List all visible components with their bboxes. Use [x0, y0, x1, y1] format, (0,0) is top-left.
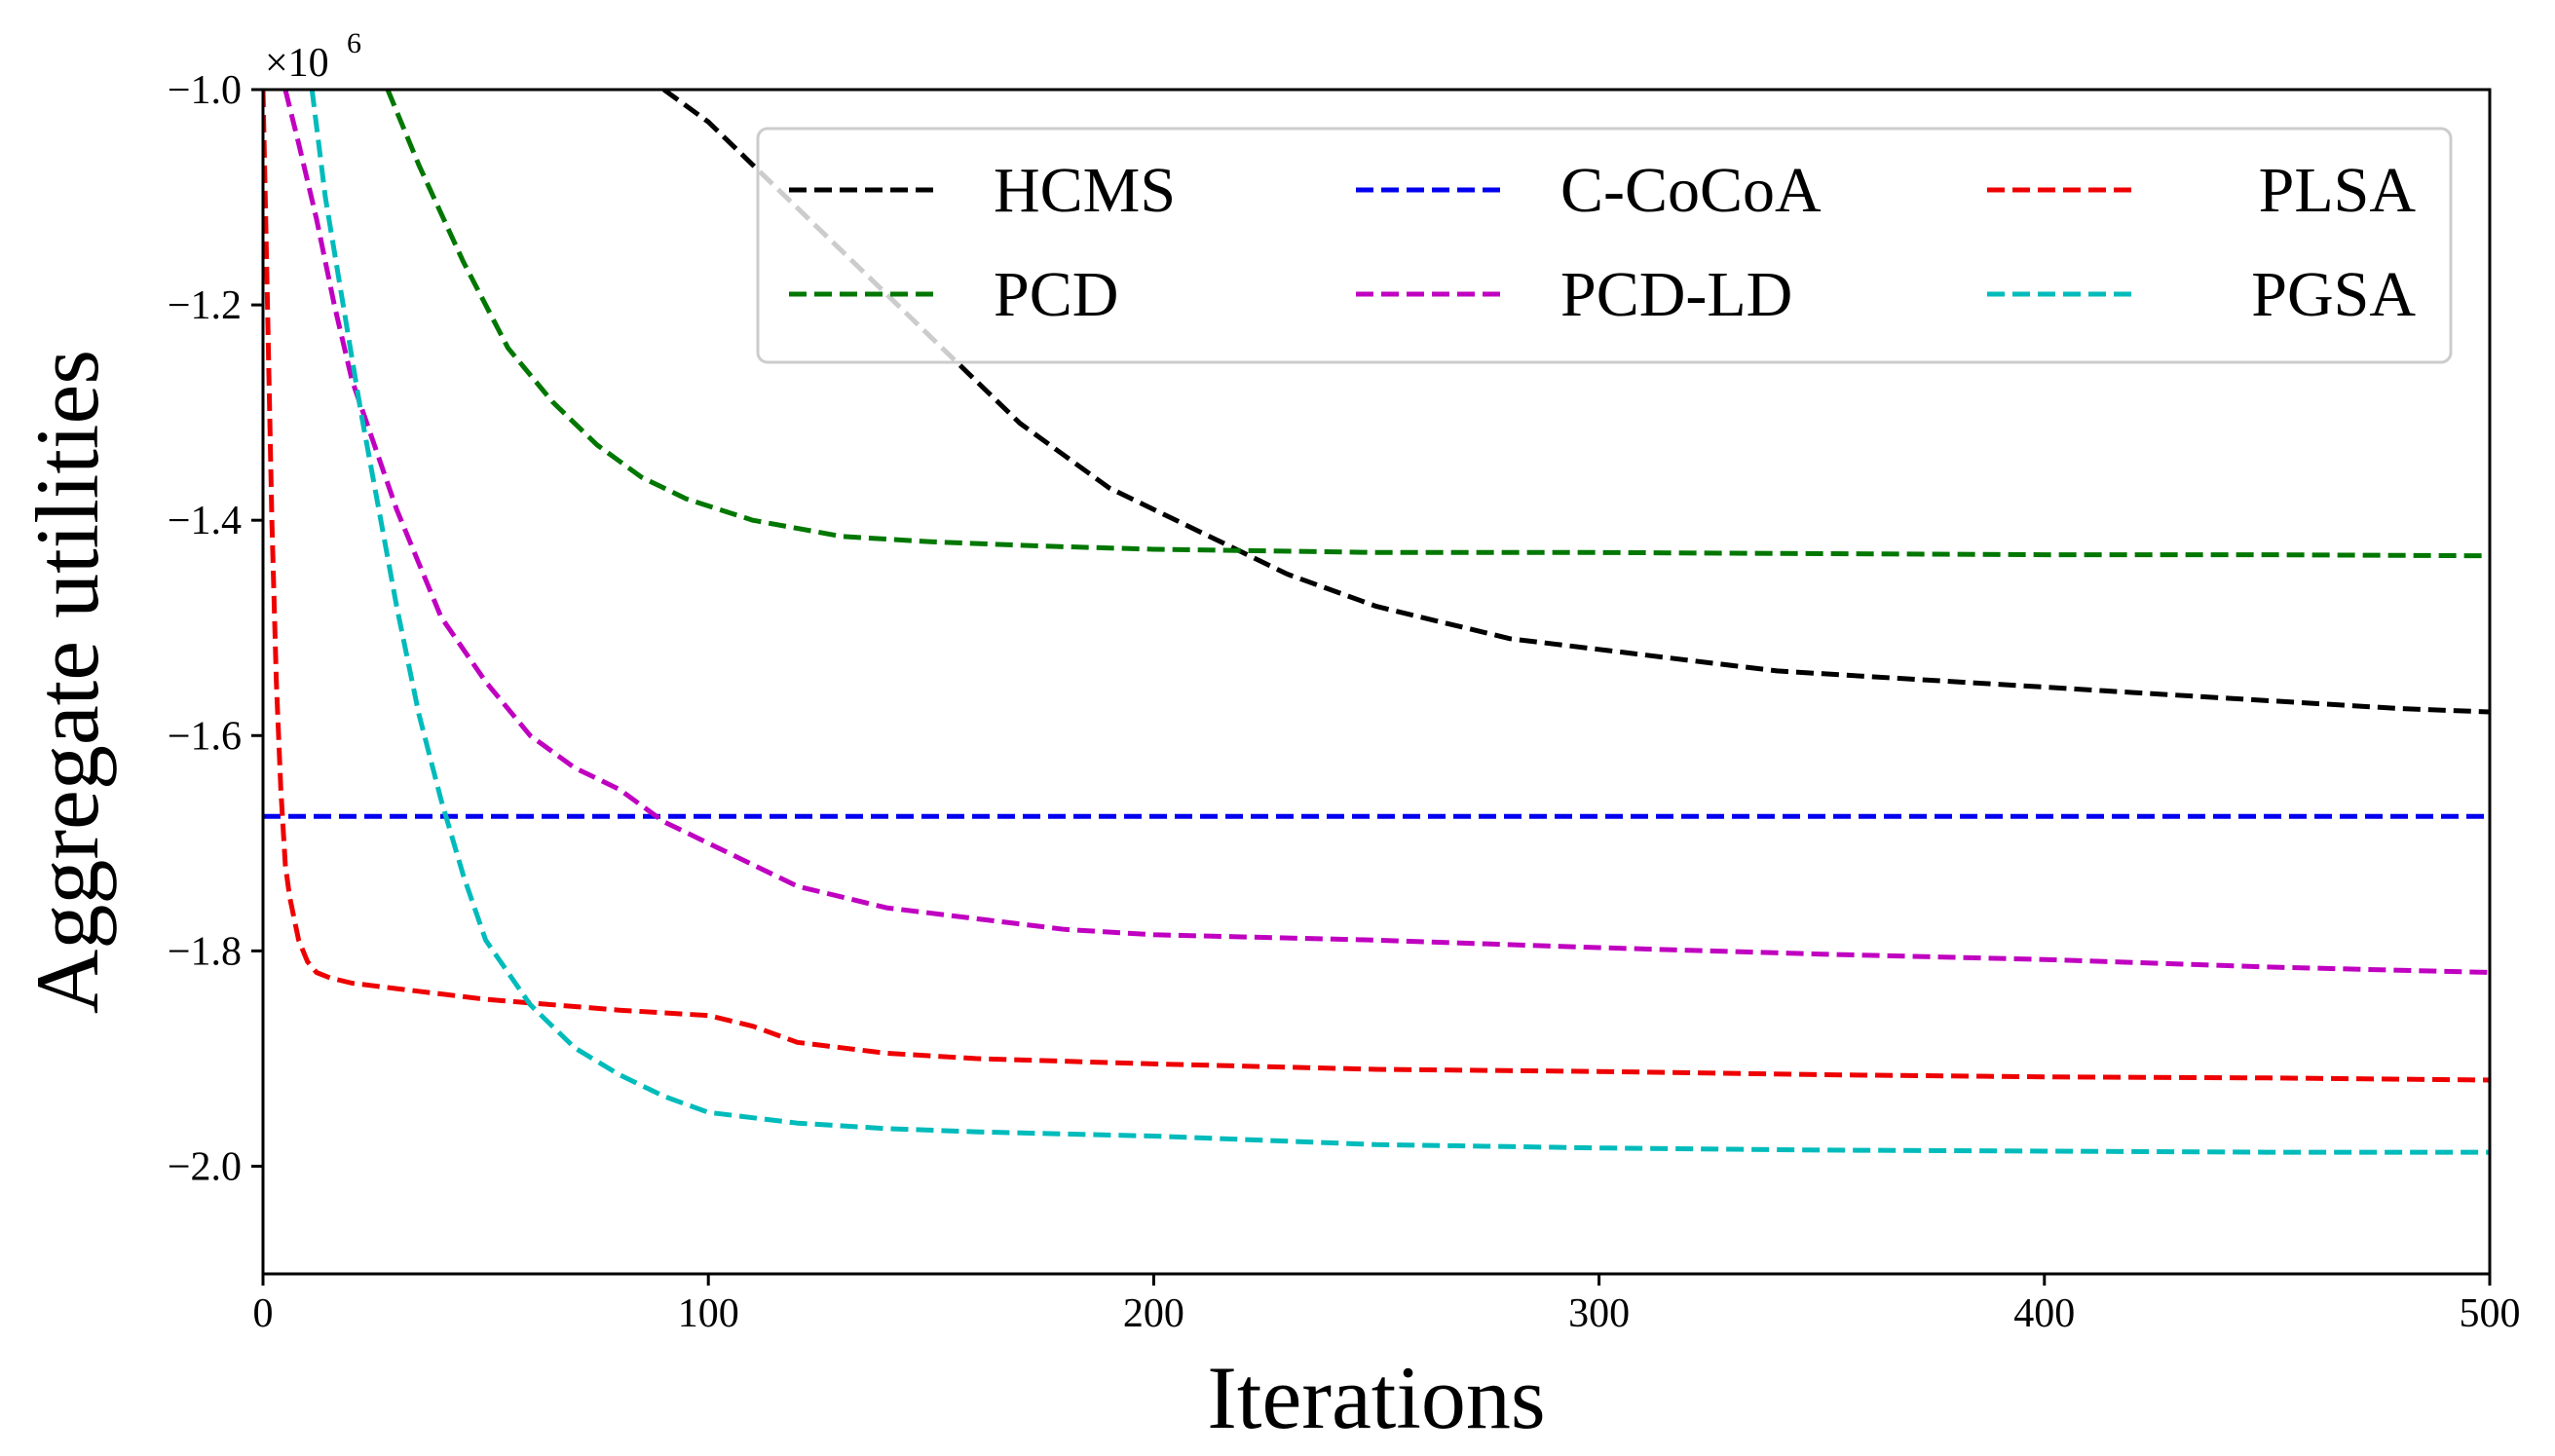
- y-axis: −2.0 −1.8 −1.6 −1.4 −1.2 −1.0: [168, 68, 263, 1189]
- y-tick-label: −1.2: [168, 283, 242, 328]
- legend-label-plsa: PLSA: [2259, 155, 2417, 226]
- plot-frame: [261, 88, 2492, 1276]
- legend-frame: [756, 127, 2453, 364]
- y-tick-label: −1.8: [168, 929, 242, 974]
- legend-label-pcd: PCD: [994, 259, 1118, 330]
- x-axis-title: Iterations: [1207, 1348, 1545, 1447]
- legend-label-pgsa: PGSA: [2251, 259, 2416, 330]
- x-tick-label: 0: [253, 1291, 274, 1336]
- series-line-plsa: [263, 90, 2490, 1083]
- x-axis: 0 100 200 300 400 500: [253, 1274, 2521, 1336]
- series-line-pcd: [385, 90, 2490, 559]
- y-tick-label: −2.0: [168, 1144, 242, 1189]
- legend: HCMS PCD C-CoCoA PCD-LD PLSA PGSA: [756, 127, 2453, 364]
- series-line-pgsa: [309, 90, 2490, 1155]
- legend-label-hcms: HCMS: [994, 155, 1176, 226]
- y-axis-title: Aggregate utilities: [18, 350, 117, 1014]
- x-tick-label: 500: [2460, 1291, 2521, 1336]
- y-tick-label: −1.6: [168, 714, 242, 759]
- y-exponent: 6: [347, 27, 361, 59]
- x-tick-label: 200: [1123, 1291, 1184, 1336]
- x-tick-label: 100: [678, 1291, 739, 1336]
- x-tick-label: 400: [2013, 1291, 2075, 1336]
- legend-label-pcd-ld: PCD-LD: [1560, 259, 1792, 330]
- x-tick-label: 300: [1568, 1291, 1630, 1336]
- y-tick-label: −1.4: [168, 499, 242, 543]
- y-multiplier: ×10: [265, 41, 329, 86]
- y-tick-label: −1.0: [168, 68, 242, 113]
- legend-label-c-cocoa: C-CoCoA: [1560, 155, 1822, 226]
- y-exponent-label: ×10 6: [265, 27, 361, 86]
